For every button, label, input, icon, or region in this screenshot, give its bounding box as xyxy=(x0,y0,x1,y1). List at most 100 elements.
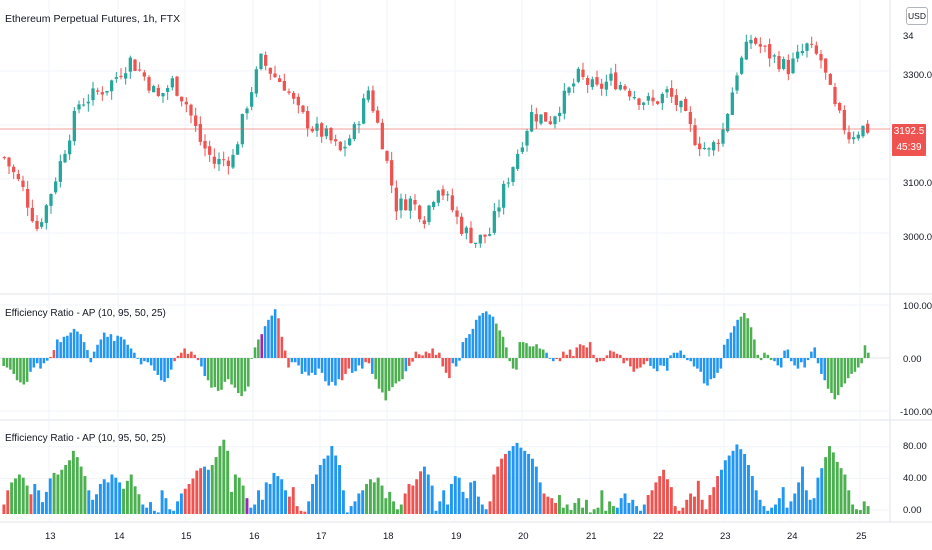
indicator1-bar xyxy=(716,358,719,373)
indicator2-bar xyxy=(276,476,280,514)
indicator1-bar xyxy=(230,358,233,385)
indicator2-bar xyxy=(75,457,79,514)
indicator2-bar xyxy=(37,490,41,514)
last-price-value: 3192.5 xyxy=(893,126,925,137)
indicator2-bar xyxy=(361,490,365,514)
indicator2-title[interactable]: Efficiency Ratio - AP (10, 95, 50, 25) xyxy=(5,433,166,444)
indicator1-bar xyxy=(176,355,180,358)
indicator1-bar xyxy=(458,358,461,361)
indicator1-bar xyxy=(515,358,518,370)
indicator1-bar xyxy=(166,358,170,379)
candle-body xyxy=(338,141,342,151)
indicator1-bar xyxy=(649,358,652,366)
candle-body xyxy=(217,158,221,165)
indicator1-bar xyxy=(585,347,589,358)
indicator2-bar xyxy=(465,498,469,514)
candle-body xyxy=(553,116,557,125)
indicator2-bar xyxy=(392,501,396,514)
indicator1-bar xyxy=(816,358,820,364)
indicator1-bar xyxy=(555,358,558,360)
candle-body xyxy=(450,195,454,211)
candle-body xyxy=(446,194,450,196)
indicator2-bar xyxy=(457,477,461,514)
indicator2-bar xyxy=(542,493,546,514)
candle-body xyxy=(642,102,646,105)
indicator2-bar xyxy=(507,450,511,514)
indicator2-bar xyxy=(60,469,64,514)
indicator2-bar xyxy=(314,474,318,514)
indicator2-bar xyxy=(530,458,534,514)
indicator1-bar xyxy=(39,358,42,369)
candle-body xyxy=(26,188,30,208)
indicator2-bar xyxy=(747,465,750,514)
candle-body xyxy=(814,45,818,54)
indicator1-bar xyxy=(736,319,739,358)
indicator1-bar xyxy=(42,358,46,364)
indicator1-histogram xyxy=(2,309,870,401)
candle-body xyxy=(147,77,151,91)
symbol-title[interactable]: Ethereum Perpetual Futures, 1h, FTX xyxy=(5,13,180,25)
indicator1-bar xyxy=(454,358,458,367)
indicator1-bar xyxy=(749,327,753,358)
indicator1-bar xyxy=(592,354,595,358)
indicator1-bar xyxy=(126,344,129,358)
indicator1-bar xyxy=(99,339,103,358)
indicator1-title[interactable]: Efficiency Ratio - AP (10, 95, 50, 25) xyxy=(5,308,166,319)
candle-body xyxy=(819,54,823,61)
indicator1-bar xyxy=(451,358,455,364)
indicator1-bar xyxy=(823,358,827,381)
price-axis-label: 3000.0 xyxy=(903,232,932,243)
indicator2-bar xyxy=(10,482,14,514)
indicator1-bar xyxy=(102,332,106,358)
indicator1-bar xyxy=(431,348,434,358)
price-axis-label: 3100.0 xyxy=(903,178,932,189)
candle-body xyxy=(707,148,711,150)
indicator2-bar xyxy=(635,506,639,514)
indicator1-bar xyxy=(856,358,860,368)
candle-body xyxy=(604,81,608,90)
indicator2-bar xyxy=(145,507,149,514)
time-axis[interactable]: 13 14 15 16 17 18 19 20 21 22 23 24 25 xyxy=(45,531,867,542)
indicator2-bar xyxy=(160,490,164,514)
indicator2-bar xyxy=(149,502,152,514)
indicator2-bar xyxy=(557,495,561,514)
indicator2-bar xyxy=(291,487,295,514)
indicator2-bar xyxy=(685,499,689,514)
candle-body xyxy=(390,160,394,186)
candle-body xyxy=(343,146,347,149)
indicator1-bar xyxy=(615,353,619,358)
indicator1-bar xyxy=(484,311,488,358)
indicator1-bar xyxy=(280,336,284,358)
indicator2-bar xyxy=(230,491,234,514)
indicator2-bar xyxy=(311,483,315,514)
candle-body xyxy=(12,166,16,173)
candle-body xyxy=(194,115,198,126)
candle-body xyxy=(474,242,478,244)
indicator2-bar xyxy=(681,507,685,514)
currency-button[interactable]: USD xyxy=(906,7,928,25)
indicator1-bar xyxy=(307,358,310,376)
indicator2-bar xyxy=(438,501,442,514)
candle-body xyxy=(744,41,748,60)
indicator1-bar xyxy=(273,309,277,358)
indicator1-bar xyxy=(397,358,401,382)
indicator2-bar xyxy=(284,490,288,514)
indicator1-bar xyxy=(193,354,196,358)
indicator1-bar xyxy=(324,358,327,382)
indicator2-bar xyxy=(785,507,789,514)
indicator2-bar xyxy=(430,485,434,514)
indicator1-bar xyxy=(206,358,210,381)
indicator2-bar xyxy=(102,479,106,514)
indicator1-bar xyxy=(159,358,163,381)
indicator1-bar xyxy=(676,352,679,358)
indicator2-bar xyxy=(446,504,450,514)
indicator2-bar xyxy=(322,458,326,514)
indicator1-bar xyxy=(629,358,632,367)
candle-body xyxy=(469,227,473,244)
indicator1-bar xyxy=(59,342,62,358)
candle-body xyxy=(282,81,286,91)
indicator2-bar xyxy=(226,450,230,514)
indicator1-bar xyxy=(645,358,649,362)
indicator1-bar xyxy=(625,358,629,361)
